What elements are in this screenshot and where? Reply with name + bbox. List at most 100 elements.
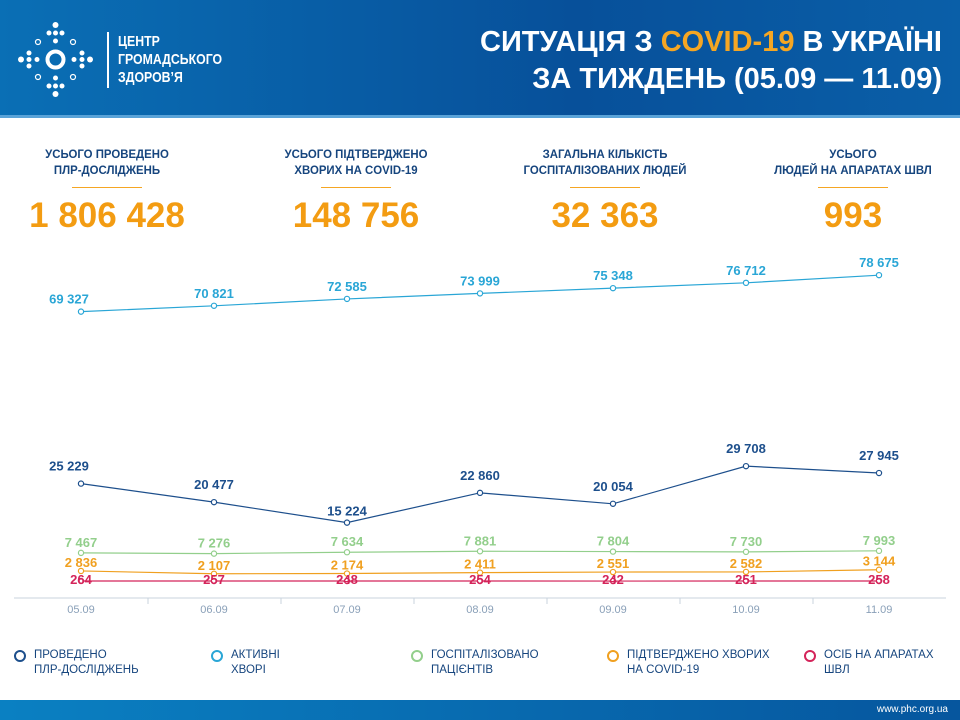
legend-label: ГОСПІТАЛІЗОВАНО <box>431 649 539 661</box>
data-point <box>210 302 218 309</box>
data-label: 22 860 <box>460 468 500 483</box>
x-tick-label: 11.09 <box>866 604 893 616</box>
data-label: 25 229 <box>49 459 89 474</box>
data-point <box>609 500 617 507</box>
stat-label: УСЬОГО ПІДТВЕРДЖЕНО <box>284 147 428 161</box>
x-tick-label: 09.09 <box>599 604 627 616</box>
stat-label: УСЬОГО <box>829 147 877 161</box>
footer-url: www.phc.org.ua <box>876 704 948 715</box>
data-label: 29 708 <box>726 441 766 456</box>
legend-circle-icon <box>804 650 816 662</box>
data-label: 20 477 <box>194 477 234 492</box>
stat-label: УСЬОГО ПРОВЕДЕНО <box>45 147 169 161</box>
x-tick-label: 06.09 <box>200 604 228 616</box>
footer: www.phc.org.ua <box>0 700 960 720</box>
title-period: ЗА ТИЖДЕНЬ (05.09 — 11.09) <box>532 63 942 95</box>
legend-item-confirmed: ПІДТВЕРДЖЕНО ХВОРИХ НА COVID-19 <box>607 648 770 678</box>
data-label: 7 467 <box>65 535 98 550</box>
data-point <box>742 577 750 585</box>
stat-value: 148 756 <box>292 196 420 235</box>
stat-label: ГОСПІТАЛІЗОВАНИХ ЛЮДЕЙ <box>523 163 687 177</box>
data-point <box>77 567 85 575</box>
data-label: 70 821 <box>194 286 234 301</box>
x-tick-label: 10.09 <box>732 604 760 616</box>
legend-item-ventilators: ОСІБ НА АПАРАТАХ ШВЛ <box>804 648 934 678</box>
legend-label: ПРОВЕДЕНО <box>34 649 107 661</box>
divider <box>570 187 640 188</box>
legend-label: ПІДТВЕРДЖЕНО ХВОРИХ <box>627 649 770 661</box>
legend-circle-icon <box>14 650 26 662</box>
data-label: 251 <box>735 572 757 587</box>
data-label: 78 675 <box>859 255 899 270</box>
data-point <box>343 577 351 585</box>
data-label: 15 224 <box>327 504 368 519</box>
legend-label: ПЛР-ДОСЛІДЖЕНЬ <box>34 664 139 676</box>
x-tick-label: 07.09 <box>333 604 361 616</box>
data-label: 3 144 <box>863 554 896 569</box>
data-point <box>742 548 750 556</box>
data-point <box>609 284 617 292</box>
stat-label: ХВОРИХ НА COVID-19 <box>294 163 418 177</box>
legend-label: АКТИВНІ <box>231 649 280 661</box>
legend-circle-icon <box>411 650 423 662</box>
data-label: 2 174 <box>331 558 364 573</box>
data-point <box>476 569 484 576</box>
data-point <box>742 462 750 470</box>
data-point <box>476 290 484 297</box>
data-point <box>210 577 218 585</box>
legend-label: ШВЛ <box>824 664 850 676</box>
legend-item-tests: ПРОВЕДЕНО ПЛР-ДОСЛІДЖЕНЬ <box>14 648 139 678</box>
phc-logo-icon <box>18 22 93 97</box>
data-label: 248 <box>336 572 358 587</box>
data-point <box>609 568 617 576</box>
data-point <box>77 480 85 487</box>
data-point <box>875 566 883 573</box>
org-name: ЦЕНТР ГРОМАДСЬКОГО ЗДОРОВ’Я <box>118 33 222 87</box>
legend-circle-icon <box>211 650 223 662</box>
stat-value: 32 363 <box>551 196 659 235</box>
x-tick-label: 05.09 <box>67 604 95 616</box>
data-point <box>77 549 85 557</box>
data-point <box>343 295 351 303</box>
logo-divider <box>107 32 109 88</box>
data-label: 7 881 <box>464 533 497 548</box>
stat-label: ПЛР-ДОСЛІДЖЕНЬ <box>53 163 161 177</box>
data-point <box>609 548 617 555</box>
data-point <box>476 548 484 555</box>
data-point <box>343 549 351 556</box>
data-point <box>77 577 85 585</box>
data-point <box>210 498 218 506</box>
data-point <box>742 568 750 576</box>
title-highlight: COVID-19 <box>660 26 795 58</box>
data-point <box>476 577 484 585</box>
legend-label: НА COVID-19 <box>627 664 700 676</box>
divider <box>321 187 391 188</box>
org-name-line: ЗДОРОВ’Я <box>118 69 183 86</box>
title-text: СИТУАЦІЯ З <box>480 26 661 58</box>
data-point <box>210 570 218 577</box>
data-label: 254 <box>469 572 491 587</box>
data-point <box>875 577 883 585</box>
stat-confirmed: УСЬОГО ПІДТВЕРДЖЕНО ХВОРИХ НА COVID-19 1… <box>246 146 466 236</box>
data-point <box>875 271 883 279</box>
legend-label: ХВОРІ <box>231 664 266 676</box>
stat-value: 993 <box>823 196 883 235</box>
data-label: 75 348 <box>593 268 633 283</box>
data-point <box>875 469 883 477</box>
stat-label: ЛЮДЕЙ НА АПАРАТАХ ШВЛ <box>774 163 932 177</box>
data-label: 7 276 <box>198 536 231 551</box>
data-label: 264 <box>70 572 92 587</box>
data-label: 2 107 <box>198 558 231 573</box>
data-label: 7 993 <box>863 533 896 548</box>
data-point <box>609 577 617 585</box>
data-point <box>343 519 351 526</box>
data-point <box>742 279 750 287</box>
stat-hospitalized: ЗАГАЛЬНА КІЛЬКІСТЬ ГОСПІТАЛІЗОВАНИХ ЛЮДЕ… <box>495 146 715 236</box>
data-label: 2 836 <box>65 555 98 570</box>
line-chart: 05.09 06.09 07.09 08.09 09.09 10.09 11.09 25 22… <box>14 255 946 616</box>
x-tick-label: 08.09 <box>466 604 494 616</box>
data-label: 72 585 <box>327 279 367 294</box>
stat-value: 1 806 428 <box>29 196 185 235</box>
page-title: СИТУАЦІЯ З COVID-19 В УКРАЇНІ ЗА ТИЖДЕНЬ… <box>480 24 942 98</box>
data-label: 73 999 <box>460 273 500 288</box>
